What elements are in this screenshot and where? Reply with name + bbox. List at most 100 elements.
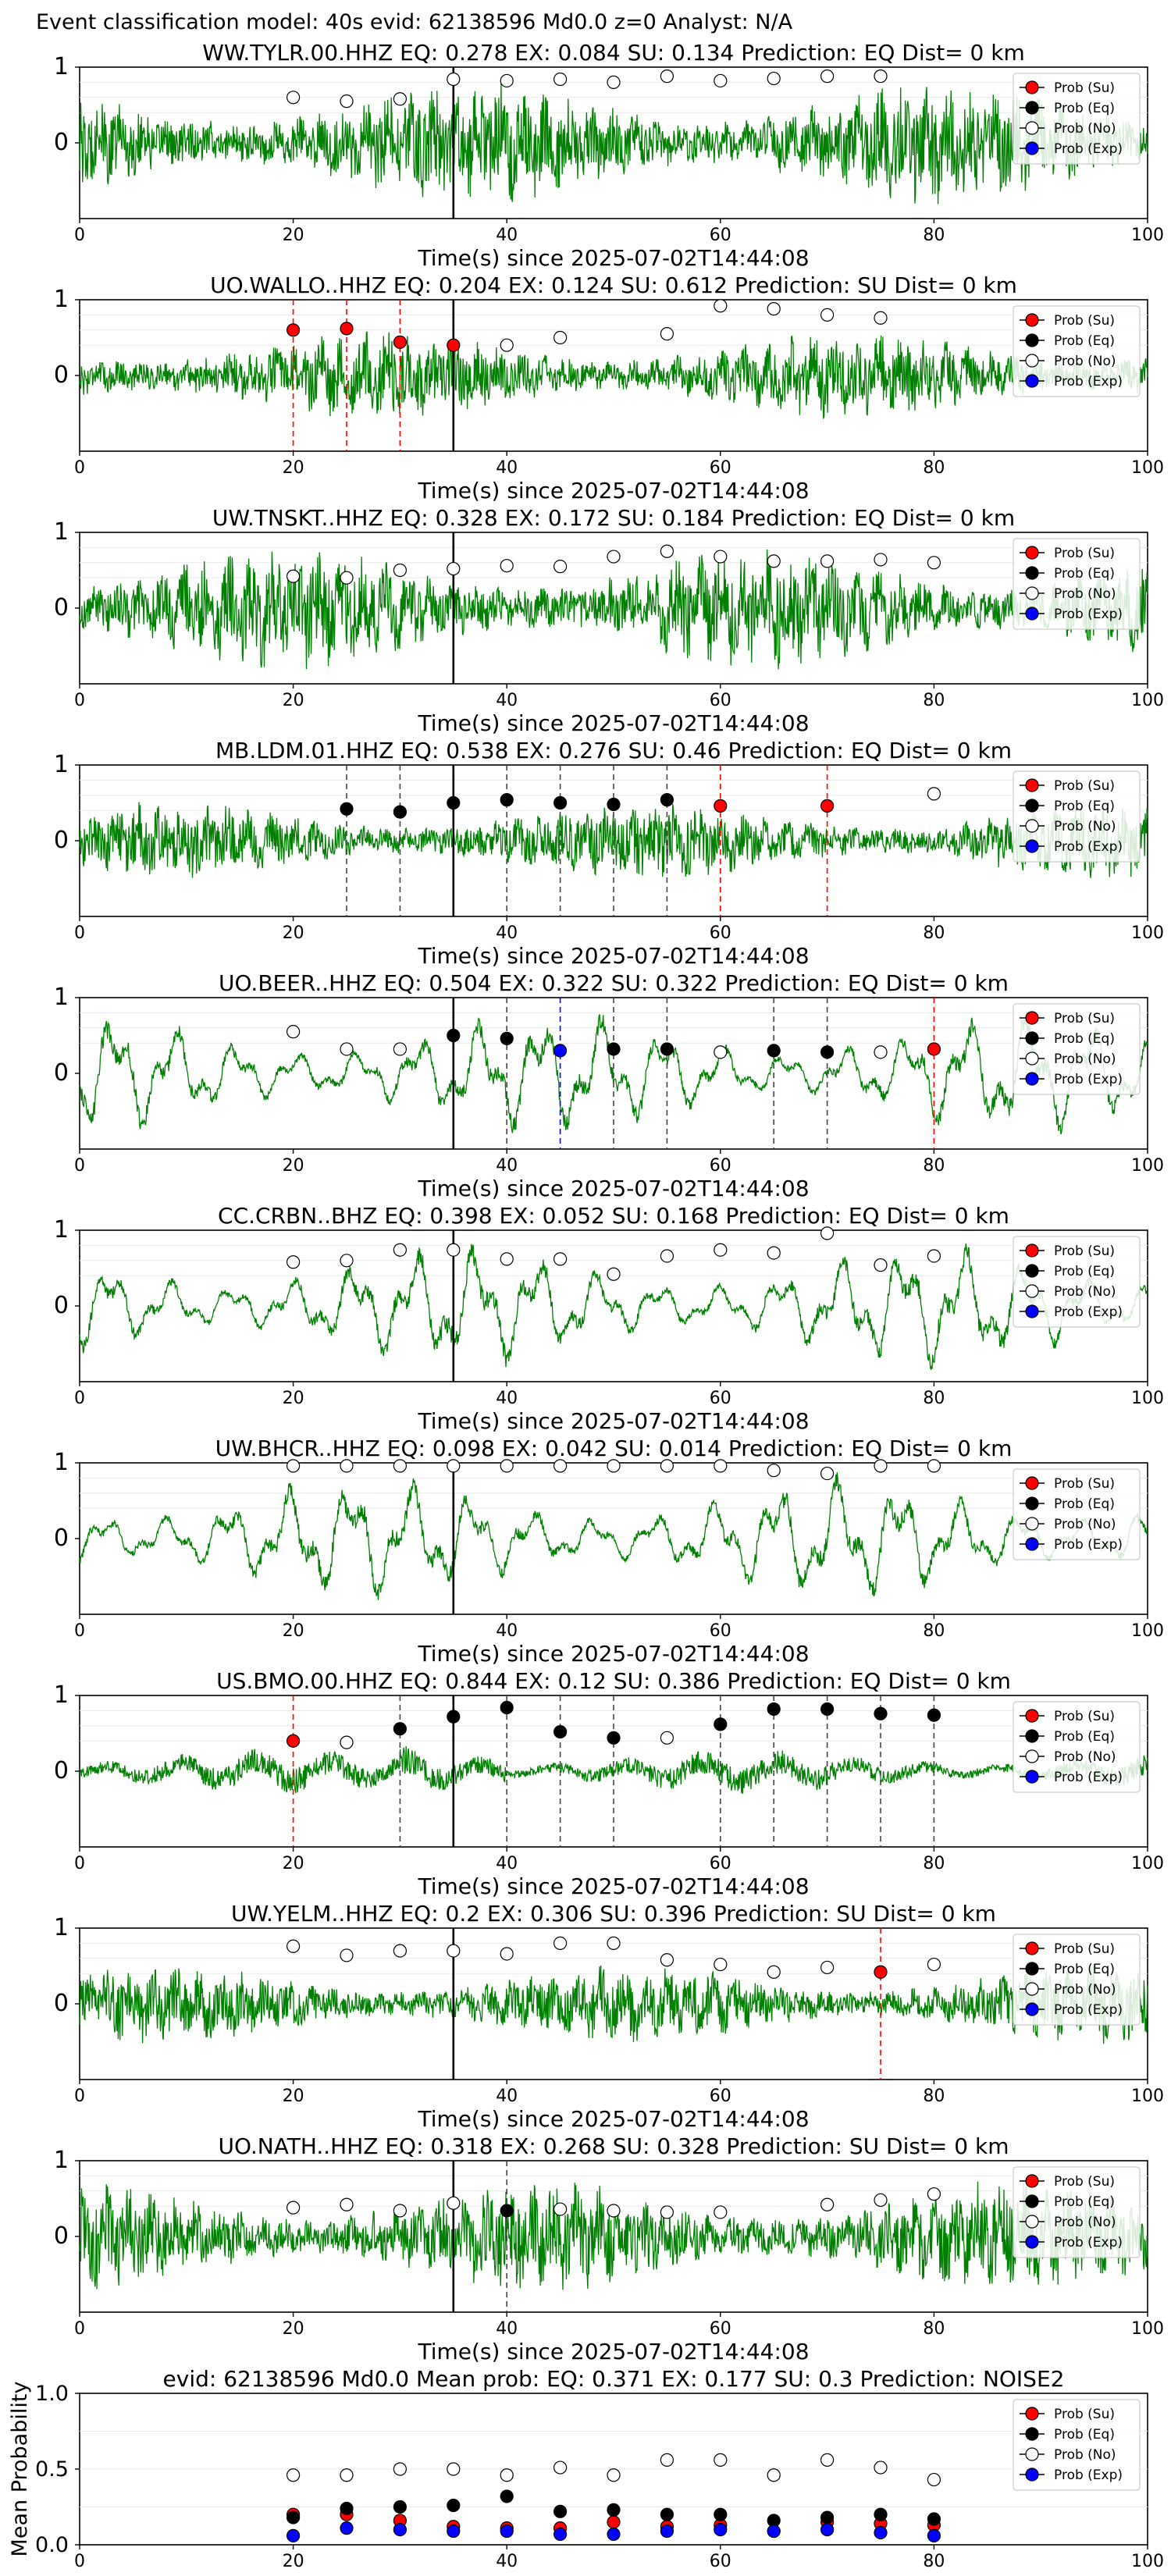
prob-marker-no [820,69,835,84]
y-tick-label: 0 [54,361,69,389]
y-tick-label: 1 [54,286,69,313]
mean-prob-marker-eq [500,2489,514,2503]
legend-label-no: Prob (No) [1054,586,1116,602]
prob-marker-no [553,330,568,345]
x-tick-label: 80 [923,1156,945,1176]
prob-marker-eq [767,1044,781,1058]
prob-marker-eq [607,1042,621,1056]
prob-marker-no [927,787,941,801]
y-tick-label: 0 [54,827,69,854]
prob-marker-no [393,563,408,578]
mean-prob-marker-no [287,2468,301,2482]
prob-marker-no [767,1464,781,1478]
prob-marker-eq [393,805,408,819]
x-tick-label: 100 [1131,1621,1164,1641]
prob-marker-su [340,322,354,336]
panels: WW.TYLR.00.HHZ EQ: 0.278 EX: 0.084 SU: 0… [8,40,1164,2571]
y-tick-label: 1 [54,518,69,546]
x-axis-label: Time(s) since 2025-07-02T14:44:08 [417,2106,809,2132]
legend-marker-eq [1025,799,1039,813]
legend-label-eq: Prob (Eq) [1054,1496,1115,1512]
mean-prob-marker-exp [927,2528,941,2542]
legend-marker-su [1025,1244,1039,1258]
legend-box [1013,538,1141,630]
prob-marker-no [393,2204,408,2218]
mean-prob-marker-eq [553,2504,568,2518]
prob-marker-no [447,1459,461,1473]
prob-marker-no [287,569,301,583]
prob-marker-eq [927,1708,941,1722]
x-tick-label: 20 [283,226,304,245]
prob-marker-su [927,1042,941,1056]
prob-marker-no [553,2202,568,2216]
mean-prob-marker-exp [820,2523,835,2537]
prob-marker-no [767,1965,781,1979]
x-tick-label: 100 [1131,2552,1164,2571]
legend-label-no: Prob (No) [1054,2215,1116,2230]
y-tick-label: 1 [54,53,69,80]
legend-label-no: Prob (No) [1054,121,1116,137]
panel-10: UO.NATH..HHZ EQ: 0.318 EX: 0.268 SU: 0.3… [54,2133,1164,2364]
prob-marker-no [820,1226,835,1240]
y-tick-label: 1 [54,751,69,778]
prob-marker-no [500,73,514,88]
legend-marker-exp [1025,2467,1039,2482]
x-axis-label: Time(s) since 2025-07-02T14:44:08 [417,1641,809,1667]
prob-marker-no [340,1042,354,1056]
prob-marker-no [767,71,781,86]
prob-marker-no [874,69,888,84]
legend-marker-su [1025,1011,1039,1025]
x-tick-label: 80 [923,2552,945,2571]
prob-marker-no [340,1254,354,1268]
y-tick-label: 1 [54,1216,69,1244]
mean-prob-marker-eq [714,2507,728,2521]
legend-label-no: Prob (No) [1054,1051,1116,1067]
x-tick-label: 80 [923,1621,945,1641]
legend-label-eq: Prob (Eq) [1054,1962,1115,1977]
legend-marker-eq [1025,1729,1039,1743]
prob-marker-no [660,2205,674,2219]
waveform-trace [79,1965,1148,2044]
prob-marker-no [874,1045,888,1059]
x-tick-label: 20 [283,1621,304,1641]
prob-marker-no [607,1267,621,1281]
prob-marker-no [820,1960,835,1975]
legend-marker-no [1025,121,1039,135]
legend-marker-exp [1025,1770,1039,1784]
mean-prob-marker-eq [393,2500,408,2514]
legend-label-su: Prob (Su) [1054,778,1115,794]
x-tick-label: 20 [283,923,304,943]
prob-marker-no [927,556,941,570]
prob-marker-eq [660,793,674,807]
prob-marker-no [714,73,728,88]
prob-marker-no [607,2204,621,2218]
prob-marker-no [874,2193,888,2208]
panel-title: MB.LDM.01.HHZ EQ: 0.538 EX: 0.276 SU: 0.… [215,738,1012,763]
x-tick-label: 80 [923,2319,945,2339]
prob-marker-no [927,1459,941,1473]
legend-marker-exp [1025,2235,1039,2249]
prob-marker-no [660,327,674,341]
prob-marker-no [393,92,408,106]
legend-marker-eq [1025,101,1039,115]
legend-label-su: Prob (Su) [1054,1244,1115,1259]
prob-marker-no [714,2205,728,2219]
legend-marker-eq [1025,2194,1039,2208]
x-tick-label: 60 [710,1854,731,1873]
prob-marker-su [287,323,301,337]
mean-prob-marker-exp [607,2527,621,2542]
legend-marker-no [1025,819,1039,833]
waveform-trace [79,549,1148,670]
panel-title: UO.NATH..HHZ EQ: 0.318 EX: 0.268 SU: 0.3… [218,2133,1009,2159]
panel-title: UW.BHCR..HHZ EQ: 0.098 EX: 0.042 SU: 0.0… [215,1436,1013,1461]
prob-marker-no [660,1953,674,1967]
prob-marker-exp [553,1044,568,1058]
legend-label-eq: Prob (Eq) [1054,799,1115,814]
x-tick-label: 60 [710,458,731,478]
legend-marker-no [1025,2447,1039,2461]
x-tick-label: 60 [710,2552,731,2571]
waveform-trace [79,1243,1148,1371]
mean-prob-marker-no [553,2460,568,2475]
legend-marker-su [1025,1709,1039,1723]
y-tick-label: 0 [54,1292,69,1319]
